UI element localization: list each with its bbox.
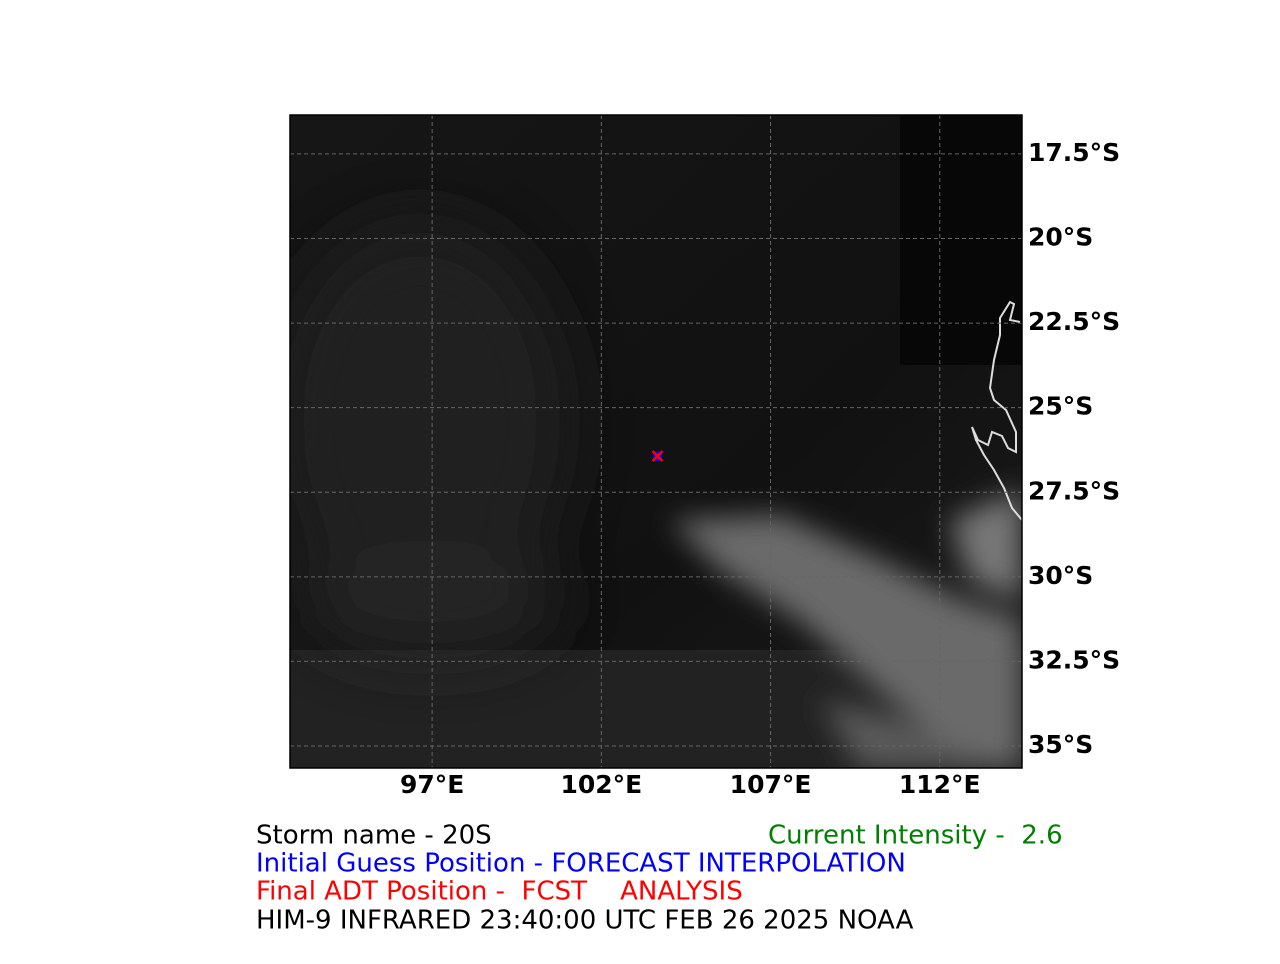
lon-tick-label: 102°E — [560, 770, 642, 799]
storm-name: Storm name - 20S — [256, 821, 492, 851]
lat-tick-label: 20°S — [1028, 222, 1093, 251]
current-intensity: Current Intensity - 2.6 — [768, 821, 1063, 851]
ticks: 97°E 102°E 107°E 112°E 17.5°S 20°S 22.5°S 25°S 2… — [400, 138, 1120, 799]
satellite-image — [290, 115, 1022, 768]
lat-tick-label: 32.5°S — [1028, 645, 1120, 674]
lon-tick-label: 112°E — [899, 770, 981, 799]
lat-tick-label: 27.5°S — [1028, 476, 1120, 505]
lat-tick-label: 35°S — [1028, 730, 1093, 759]
source: HIM-9 INFRARED 23:40:00 UTC FEB 26 2025 … — [256, 906, 914, 936]
map-frame — [289, 114, 1023, 769]
lat-tick-label: 25°S — [1028, 392, 1093, 421]
initial-guess: Initial Guess Position - FORECAST INTERP… — [256, 849, 906, 879]
grid — [290, 115, 1022, 768]
final-position: Final ADT Position - FCST ANALYSIS — [256, 877, 743, 907]
lon-tick-label: 97°E — [400, 770, 464, 799]
coastline — [971, 300, 1023, 521]
lat-tick-label: 17.5°S — [1028, 138, 1120, 167]
lat-tick-label: 30°S — [1028, 561, 1093, 590]
final-position-marker — [651, 450, 664, 462]
lon-tick-label: 107°E — [730, 770, 812, 799]
lat-tick-label: 22.5°S — [1028, 307, 1120, 336]
captions: Storm name - 20S Current Intensity - 2.6… — [256, 821, 1063, 936]
